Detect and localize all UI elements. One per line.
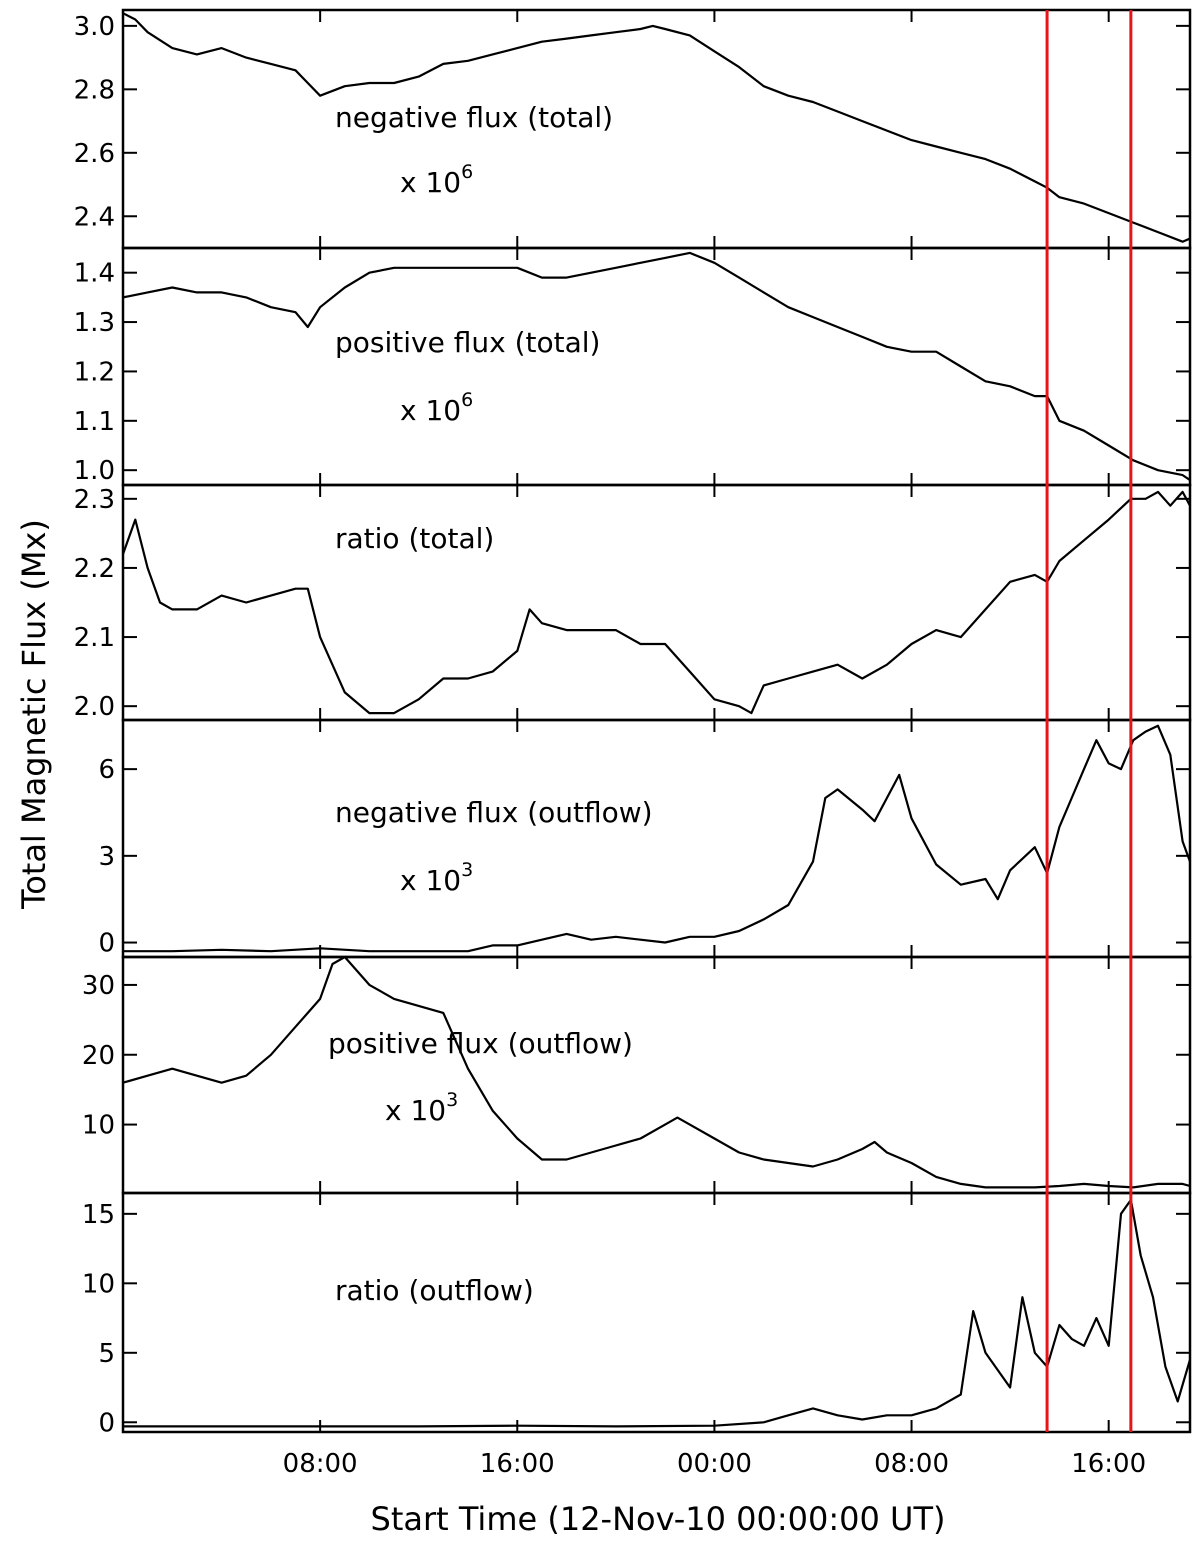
y-tick-label: 6 xyxy=(98,755,115,785)
panel-1: 2.4 2.6 2.8 3.0 negative flux (total) x 106 xyxy=(74,8,1192,250)
y-tick-label: 0 xyxy=(98,1408,115,1438)
multiplier-label: x 106 xyxy=(400,161,473,199)
panel-frame xyxy=(121,246,1192,487)
y-tick-label: 1.1 xyxy=(74,407,115,437)
panel-3: 2.0 2.1 2.2 2.3 ratio (total) xyxy=(74,483,1192,722)
series-line-5 xyxy=(123,957,1190,1189)
panel-4: 0 3 6 negative flux (outflow) x 103 xyxy=(98,718,1192,959)
panel-frame xyxy=(121,718,1192,959)
x-tick-label: 16:00 xyxy=(480,1449,555,1479)
panel-label: ratio (total) xyxy=(335,522,494,555)
panel-2: 1.0 1.1 1.2 1.3 1.4 positive flux (total) x 10… xyxy=(74,246,1192,487)
panel-frame xyxy=(121,1191,1192,1434)
y-tick-label: 10 xyxy=(82,1111,115,1141)
y-tick-label: 2.4 xyxy=(74,202,115,232)
x-tick-label: 16:00 xyxy=(1071,1449,1146,1479)
panel-5: 10 20 30 positive flux (outflow) x 103 xyxy=(82,955,1192,1195)
panel-frame xyxy=(121,955,1192,1195)
panel-label: positive flux (total) xyxy=(335,326,600,359)
y-tick-label: 1.2 xyxy=(74,357,115,387)
multiplier-label: x 106 xyxy=(400,389,473,427)
y-tick-label: 0 xyxy=(98,929,115,959)
y-tick-label: 30 xyxy=(82,971,115,1001)
series-line-2 xyxy=(123,251,1190,482)
y-tick-label: 20 xyxy=(82,1041,115,1071)
series-line-6 xyxy=(123,1198,1190,1428)
y-tick-label: 2.2 xyxy=(74,554,115,584)
panel-label: positive flux (outflow) xyxy=(328,1027,633,1060)
multiplier-label: x 103 xyxy=(400,859,473,897)
x-tick-label: 08:00 xyxy=(874,1449,949,1479)
series-line-4 xyxy=(123,724,1190,953)
x-axis: 08:00 16:00 00:00 08:00 16:00 xyxy=(283,1449,1146,1479)
panel-label: negative flux (total) xyxy=(335,101,613,134)
y-tick-label: 1.4 xyxy=(74,259,115,289)
panel-frame xyxy=(121,8,1192,250)
y-tick-label: 2.1 xyxy=(74,623,115,653)
panel-label: ratio (outflow) xyxy=(335,1274,534,1307)
y-tick-label: 10 xyxy=(82,1269,115,1299)
multiplier-label: x 103 xyxy=(385,1089,458,1127)
series-line-1 xyxy=(123,12,1190,243)
y-tick-label: 15 xyxy=(82,1200,115,1230)
y-tick-label: 3 xyxy=(98,842,115,872)
y-tick-label: 3.0 xyxy=(74,12,115,42)
y-tick-label: 2.8 xyxy=(74,75,115,105)
x-tick-label: 08:00 xyxy=(283,1449,358,1479)
marker-lines-group xyxy=(1045,10,1133,1432)
x-tick-label: 00:00 xyxy=(677,1449,752,1479)
panel-6: 0 5 10 15 ratio (outflow) xyxy=(82,1191,1192,1438)
y-tick-label: 5 xyxy=(98,1339,115,1369)
x-axis-title: Start Time (12-Nov-10 00:00:00 UT) xyxy=(371,1500,946,1538)
panel-label: negative flux (outflow) xyxy=(335,796,653,829)
series-line-3 xyxy=(123,490,1190,715)
y-tick-label: 1.3 xyxy=(74,308,115,338)
panel-frame xyxy=(121,483,1192,722)
y-tick-label: 2.3 xyxy=(74,485,115,515)
y-tick-label: 1.0 xyxy=(74,456,115,486)
y-axis-title: Total Magnetic Flux (Mx) xyxy=(15,519,53,910)
y-tick-label: 2.6 xyxy=(74,139,115,169)
y-tick-label: 2.0 xyxy=(74,692,115,722)
